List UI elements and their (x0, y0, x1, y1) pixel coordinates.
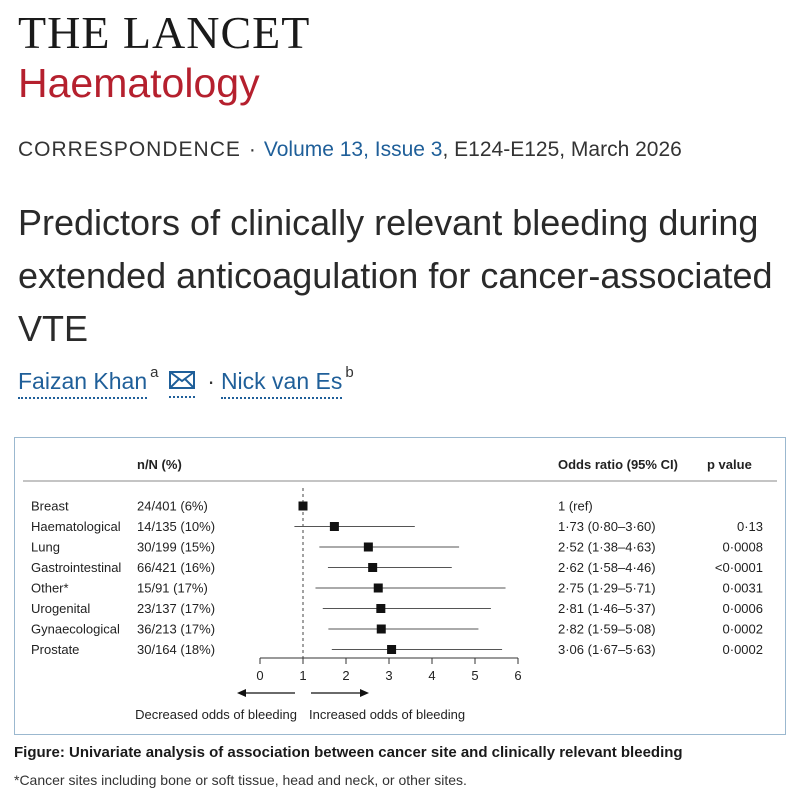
journal-name: THE LANCET (18, 7, 311, 58)
row-or-value: 1 (ref) (558, 499, 593, 514)
author-link[interactable]: Nick van Es (220, 368, 343, 400)
author-list: Faizan Khan a · Nick van Es b (18, 364, 354, 400)
row-n-value: 23/137 (17%) (137, 601, 215, 616)
article-meta: CORRESPONDENCE · Volume 13, Issue 3, E124-… (18, 138, 682, 162)
column-header-or: Odds ratio (95% CI) (558, 457, 678, 472)
journal-subtitle: Haematology (18, 60, 260, 106)
author-affiliation[interactable]: b (345, 364, 354, 381)
pages-date: , E124-E125, March 2026 (442, 138, 682, 161)
row-site-label: Prostate (31, 642, 79, 657)
or-point (387, 645, 397, 654)
row-or-value: 1·73 (0·80–3·60) (558, 519, 656, 534)
x-tick-label: 1 (299, 668, 306, 683)
email-icon[interactable] (168, 368, 195, 398)
row-p-value: 0·0002 (723, 622, 763, 637)
row-or-value: 2·52 (1·38–4·63) (558, 540, 656, 555)
row-p-value: 0·13 (737, 519, 763, 534)
row-n-value: 30/164 (18%) (137, 642, 215, 657)
row-or-value: 2·62 (1·58–4·46) (558, 560, 656, 575)
row-site-label: Lung (31, 540, 60, 555)
author-affiliation[interactable]: a (150, 364, 159, 381)
row-or-value: 2·82 (1·59–5·08) (558, 622, 656, 637)
forest-plot: n/N (%) Odds ratio (95% CI) p value Breast 2… (23, 457, 777, 722)
row-n-value: 14/135 (10%) (137, 519, 215, 534)
author-separator: · (207, 368, 215, 395)
or-point (368, 563, 378, 572)
or-point (363, 542, 373, 552)
row-n-value: 15/91 (17%) (137, 581, 208, 596)
row-or-value: 2·81 (1·46–5·37) (558, 601, 656, 616)
row-n-value: 24/401 (6%) (137, 499, 208, 514)
row-site-label: Urogenital (31, 601, 90, 616)
row-n-value: 30/199 (15%) (137, 540, 215, 555)
left-arrow-label: Decreased odds of bleeding (135, 707, 297, 722)
or-point (298, 501, 308, 511)
row-site-label: Haematological (31, 519, 121, 534)
left-arrowhead (237, 689, 246, 697)
article-type: CORRESPONDENCE (18, 138, 241, 161)
x-tick-label: 6 (514, 668, 521, 683)
journal-masthead: THE LANCET Haematology (18, 7, 311, 107)
volume-issue-link[interactable]: Volume 13, Issue 3 (263, 138, 443, 161)
figure-caption: Figure: Univariate analysis of associati… (14, 744, 683, 761)
x-tick-label: 2 (342, 668, 349, 683)
figure-footnote: *Cancer sites including bone or soft tis… (14, 772, 467, 788)
row-n-value: 36/213 (17%) (137, 622, 215, 637)
right-arrow-label: Increased odds of bleeding (309, 707, 465, 722)
or-point (376, 624, 386, 634)
x-tick-label: 5 (471, 668, 478, 683)
column-header-n: n/N (%) (137, 457, 182, 472)
x-tick-label: 3 (385, 668, 392, 683)
row-or-value: 2·75 (1·29–5·71) (558, 581, 656, 596)
x-tick-label: 4 (428, 668, 435, 683)
row-p-value: <0·0001 (715, 560, 763, 575)
row-site-label: Gastrointestinal (31, 560, 121, 575)
column-header-p: p value (707, 457, 752, 472)
right-arrowhead (360, 689, 369, 697)
row-or-value: 3·06 (1·67–5·63) (558, 642, 656, 657)
author-link[interactable]: Faizan Khan (18, 368, 148, 400)
row-p-value: 0·0002 (723, 642, 763, 657)
x-tick-label: 0 (256, 668, 263, 683)
figure-panel: n/N (%) Odds ratio (95% CI) p value Breast 2… (14, 437, 786, 735)
or-point (329, 522, 339, 531)
or-point (376, 604, 386, 613)
row-p-value: 0·0031 (723, 581, 763, 596)
row-site-label: Other* (31, 581, 69, 596)
row-p-value: 0·0008 (723, 540, 763, 555)
or-point (373, 583, 383, 593)
row-site-label: Breast (31, 499, 69, 514)
row-site-label: Gynaecological (31, 622, 120, 637)
row-n-value: 66/421 (16%) (137, 560, 215, 575)
row-p-value: 0·0006 (723, 601, 763, 616)
meta-separator: · (248, 138, 256, 161)
article-title: Predictors of clinically relevant bleedi… (18, 202, 773, 349)
